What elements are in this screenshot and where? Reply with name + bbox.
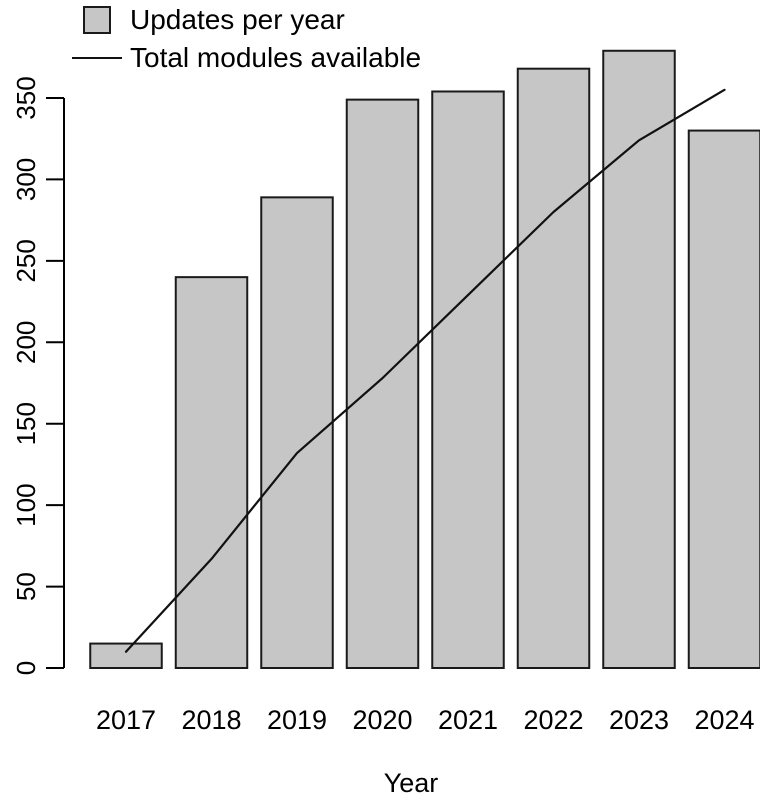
bar-2024 [687, 129, 760, 670]
x-tick-label-2020: 2020 [352, 705, 412, 735]
x-tick-label-2024: 2024 [694, 705, 754, 735]
bar-2017 [89, 642, 163, 669]
x-tick-label-2021: 2021 [438, 705, 498, 735]
y-tick-label-0: 0 [11, 661, 41, 675]
y-tick-label-250: 250 [11, 239, 41, 282]
bar-2020 [345, 98, 420, 669]
bar-2018 [174, 276, 249, 669]
x-tick-label-2023: 2023 [609, 705, 669, 735]
y-tick-label-300: 300 [11, 158, 41, 201]
y-tick-label-50: 50 [11, 572, 41, 601]
bar-2023 [602, 49, 676, 670]
legend-item-total-modules: Total modules available [72, 39, 421, 77]
bar-2021 [431, 90, 505, 669]
legend-item-updates-per-year: Updates per year [72, 1, 421, 39]
x-axis-title: Year [384, 768, 439, 798]
legend-label-updates-per-year: Updates per year [130, 4, 345, 35]
series-line-total-modules [124, 88, 726, 653]
legend-line-swatch-icon [72, 57, 122, 59]
legend-label-total-modules: Total modules available [130, 42, 422, 73]
y-tick-label-100: 100 [11, 483, 41, 526]
y-tick-label-150: 150 [11, 402, 41, 445]
x-tick-label-2018: 2018 [181, 705, 241, 735]
x-tick-label-2019: 2019 [267, 705, 327, 735]
bar-2019 [260, 196, 334, 669]
y-tick-label-200: 200 [11, 321, 41, 364]
legend-bar-swatch-icon [83, 6, 111, 34]
x-tick-label-2022: 2022 [523, 705, 583, 735]
y-tick-label-350: 350 [11, 76, 41, 119]
legend: Updates per year Total modules available [72, 1, 421, 77]
bar-2022 [516, 67, 591, 669]
x-tick-label-2017: 2017 [96, 705, 156, 735]
